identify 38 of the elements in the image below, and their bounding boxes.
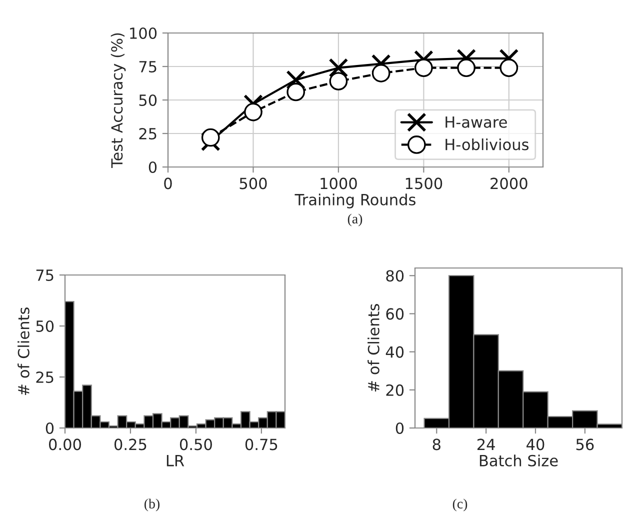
y-tick-label: 100: [130, 27, 157, 40]
y-tick-label: 25: [139, 128, 156, 140]
y-tick-label: 0: [46, 422, 54, 434]
x-tick-label: 2000: [490, 178, 528, 190]
y-tick-label: 75: [36, 270, 54, 282]
x-tick-label: 1000: [320, 178, 357, 190]
x-axis-title: LR: [166, 455, 184, 466]
y-tick-label: 80: [386, 270, 404, 282]
x-axis-title: Training Rounds: [294, 194, 416, 208]
x-axis-title: Batch Size: [480, 454, 558, 466]
x-tick-label: 1500: [406, 178, 442, 190]
x-tick-label: 0.00: [49, 438, 81, 450]
y-tick-label: 20: [386, 384, 404, 396]
text: (b): [144, 498, 160, 512]
y-tick-label: 0: [148, 161, 157, 174]
x-tick-label: 0.75: [245, 438, 278, 450]
y-tick-label: 50: [36, 320, 54, 332]
x-tick-label: 24: [477, 438, 495, 450]
legend-label: H-oblivious: [446, 138, 528, 150]
x-tick-label: 0: [164, 178, 172, 190]
x-tick-label: 0.50: [180, 438, 212, 450]
x-tick-label: 56: [576, 438, 594, 450]
text: (a): [348, 214, 362, 226]
text: (c): [452, 498, 468, 512]
x-tick-label: 500: [240, 178, 267, 190]
y-tick-label: 60: [386, 308, 404, 320]
y-axis-title: # of Clients: [368, 304, 380, 392]
x-tick-label: 8: [432, 438, 440, 450]
y-tick-label: 25: [36, 371, 54, 384]
legend-label: H-aware: [446, 116, 507, 128]
y-tick-label: 40: [386, 346, 404, 358]
x-tick-label: 0.25: [114, 438, 146, 450]
y-tick-label: 75: [139, 61, 156, 73]
y-axis-title: # of Clients: [18, 308, 30, 396]
x-tick-label: 40: [526, 438, 544, 450]
y-tick-label: 0: [396, 422, 404, 434]
y-tick-label: 50: [139, 94, 157, 106]
y-axis-title: Test Accuracy (%): [110, 33, 126, 168]
